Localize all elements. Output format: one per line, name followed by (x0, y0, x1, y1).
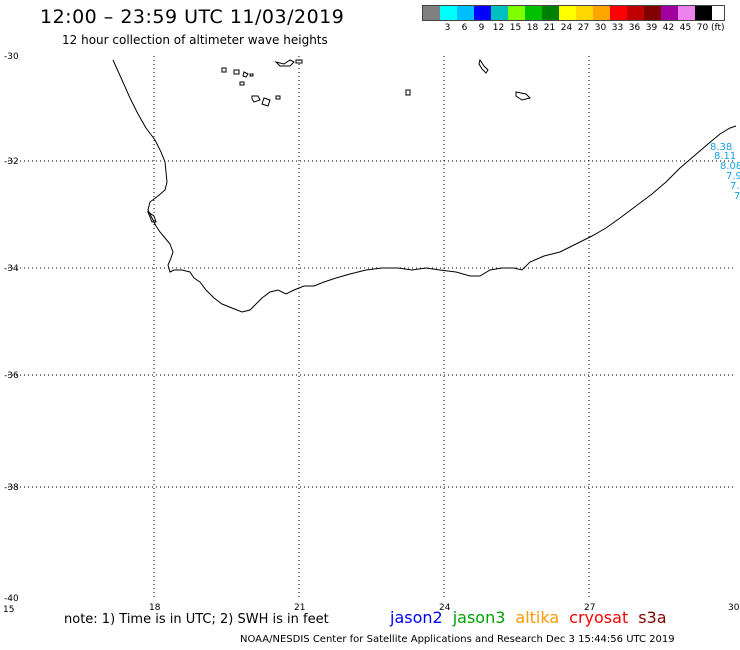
color-swatch (508, 6, 525, 20)
longitude-tick-label: 30 (728, 603, 740, 613)
wave-height-color-scale: 3 6 9 12 15 18 21 24 27 30 33 36 39 42 45 70 (ft) (422, 5, 725, 35)
color-scale-label: 39 (645, 23, 658, 33)
color-swatch (678, 6, 695, 20)
wave-height-reading: 8.11 (714, 151, 736, 162)
color-swatch (627, 6, 644, 20)
map-title: 12:00 – 23:59 UTC 11/03/2019 (40, 6, 345, 28)
color-swatch (542, 6, 559, 20)
color-swatch (610, 6, 627, 20)
latitude-tick-label: -38 (4, 483, 19, 493)
credit-line: NOAA/NESDIS Center for Satellite Applica… (240, 634, 675, 645)
color-swatch (644, 6, 661, 20)
wave-height-reading: 7 (734, 191, 740, 202)
color-swatch (576, 6, 593, 20)
latitude-tick-label: -34 (4, 264, 19, 274)
longitude-tick-label: 27 (584, 603, 595, 613)
wave-height-reading: 8.08 (720, 161, 740, 172)
color-scale-label: 12 (492, 23, 505, 33)
wave-height-readings: 8.388.118.087.97.7 (710, 142, 740, 202)
color-swatch (559, 6, 576, 20)
color-scale-label: 70 (696, 23, 709, 33)
color-scale-label: 27 (577, 23, 590, 33)
color-scale-swatches (422, 5, 725, 21)
color-scale-label: 18 (526, 23, 539, 33)
latitude-tick-label: -30 (4, 52, 19, 62)
latitude-tick-label: -36 (4, 371, 19, 381)
color-scale-label: 36 (628, 23, 641, 33)
color-swatch (661, 6, 678, 20)
longitude-tick-label: 18 (149, 603, 161, 613)
color-scale-label: 45 (679, 23, 692, 33)
color-scale-label: 6 (461, 23, 468, 33)
color-swatch (491, 6, 508, 20)
latitude-tick-label: -32 (4, 157, 19, 167)
color-swatch (440, 6, 457, 20)
color-swatch (474, 6, 491, 20)
wave-height-reading: 7.9 (726, 171, 740, 182)
color-scale-unit: (ft) (711, 23, 725, 33)
satellite-legend-item: cryosat (569, 608, 629, 627)
wave-height-reading: 7. (730, 181, 740, 192)
color-scale-label: 30 (594, 23, 607, 33)
map-grid (8, 56, 736, 598)
color-scale-label: 42 (662, 23, 675, 33)
color-swatch (593, 6, 610, 20)
color-scale-label: 33 (611, 23, 624, 33)
color-scale-label: 24 (560, 23, 573, 33)
map-tick-labels: 15 18 21 24 27 30 -30 -32 -34 -36 -38 -40 (3, 52, 740, 615)
coastline (112, 59, 737, 313)
color-swatch (525, 6, 542, 20)
wave-height-reading: 8.38 (710, 142, 732, 153)
satellite-legend-item: s3a (638, 608, 667, 627)
satellite-legend-item: altika (515, 608, 560, 627)
color-scale-label: 9 (478, 23, 485, 33)
color-swatch (423, 6, 440, 20)
color-swatch (457, 6, 474, 20)
latitude-tick-label: -40 (4, 594, 19, 604)
color-swatch (695, 6, 712, 20)
color-scale-label: 3 (444, 23, 451, 33)
map-subtitle: 12 hour collection of altimeter wave hei… (62, 33, 328, 47)
color-scale-label: 21 (543, 23, 556, 33)
longitude-tick-label: 15 (3, 605, 14, 615)
satellite-legend-item: jason2 (390, 608, 443, 627)
color-scale-labels: 3 6 9 12 15 18 21 24 27 30 33 36 39 42 45 70 (ft) (422, 23, 725, 33)
footer-note: note: 1) Time is in UTC; 2) SWH is in fe… (64, 612, 329, 627)
longitude-tick-label: 21 (294, 603, 305, 613)
longitude-tick-label: 24 (439, 603, 451, 613)
satellite-legend: jason2 jason3 altika cryosat s3a (390, 608, 677, 627)
islands (146, 58, 531, 223)
color-scale-label: 15 (509, 23, 522, 33)
satellite-legend-item: jason3 (452, 608, 506, 627)
